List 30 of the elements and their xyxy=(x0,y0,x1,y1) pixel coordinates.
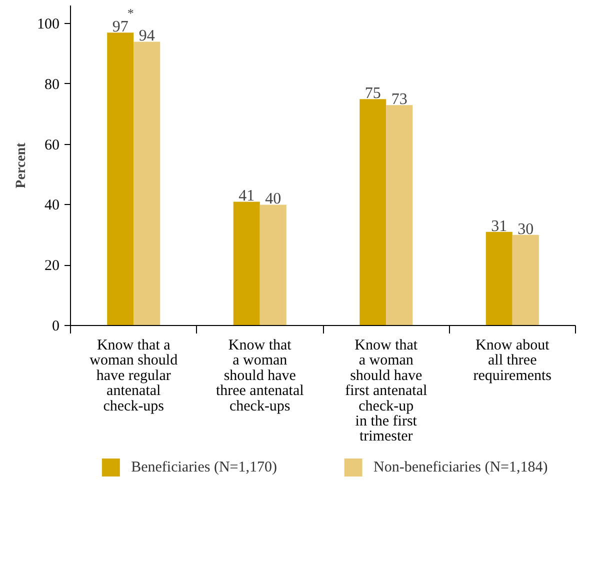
x-tick-label: Know that a woman should have first antenatal check-up in the first trimester xyxy=(345,338,428,445)
data-label: 41 xyxy=(238,188,255,205)
bar xyxy=(233,202,260,326)
y-axis-title: Percent xyxy=(14,142,29,188)
y-tick-label: 0 xyxy=(52,318,60,334)
data-label: 40 xyxy=(265,190,282,208)
data-label: 30 xyxy=(518,220,534,238)
legend-label: Beneficiaries (N=1,170) xyxy=(131,460,278,476)
legend-label: Non-beneficiaries (N=1,184) xyxy=(374,460,548,476)
bar xyxy=(107,32,134,326)
bar xyxy=(360,99,386,326)
annotation: * xyxy=(127,6,134,21)
data-label: 31 xyxy=(491,218,508,235)
y-tick-label: 20 xyxy=(44,258,60,274)
y-tick-label: 100 xyxy=(37,16,60,33)
bar xyxy=(134,42,160,326)
x-tick-label: Know about all three requirements xyxy=(473,338,552,384)
y-tick-label: 40 xyxy=(44,198,60,214)
data-label: 75 xyxy=(364,85,381,102)
bar xyxy=(260,204,286,326)
y-tick-label: 80 xyxy=(44,76,60,93)
x-tick-label: Know that a woman should have regular antenatal check-ups xyxy=(90,338,178,414)
data-label: 97 xyxy=(112,18,128,36)
bar xyxy=(486,232,512,326)
bar xyxy=(386,105,413,326)
y-tick-label: 60 xyxy=(44,137,60,154)
data-label: 94 xyxy=(138,28,155,45)
data-label: 73 xyxy=(391,91,408,108)
x-tick-label: Know that a woman should have three antenatal check-ups xyxy=(216,338,304,414)
bar xyxy=(512,234,539,326)
